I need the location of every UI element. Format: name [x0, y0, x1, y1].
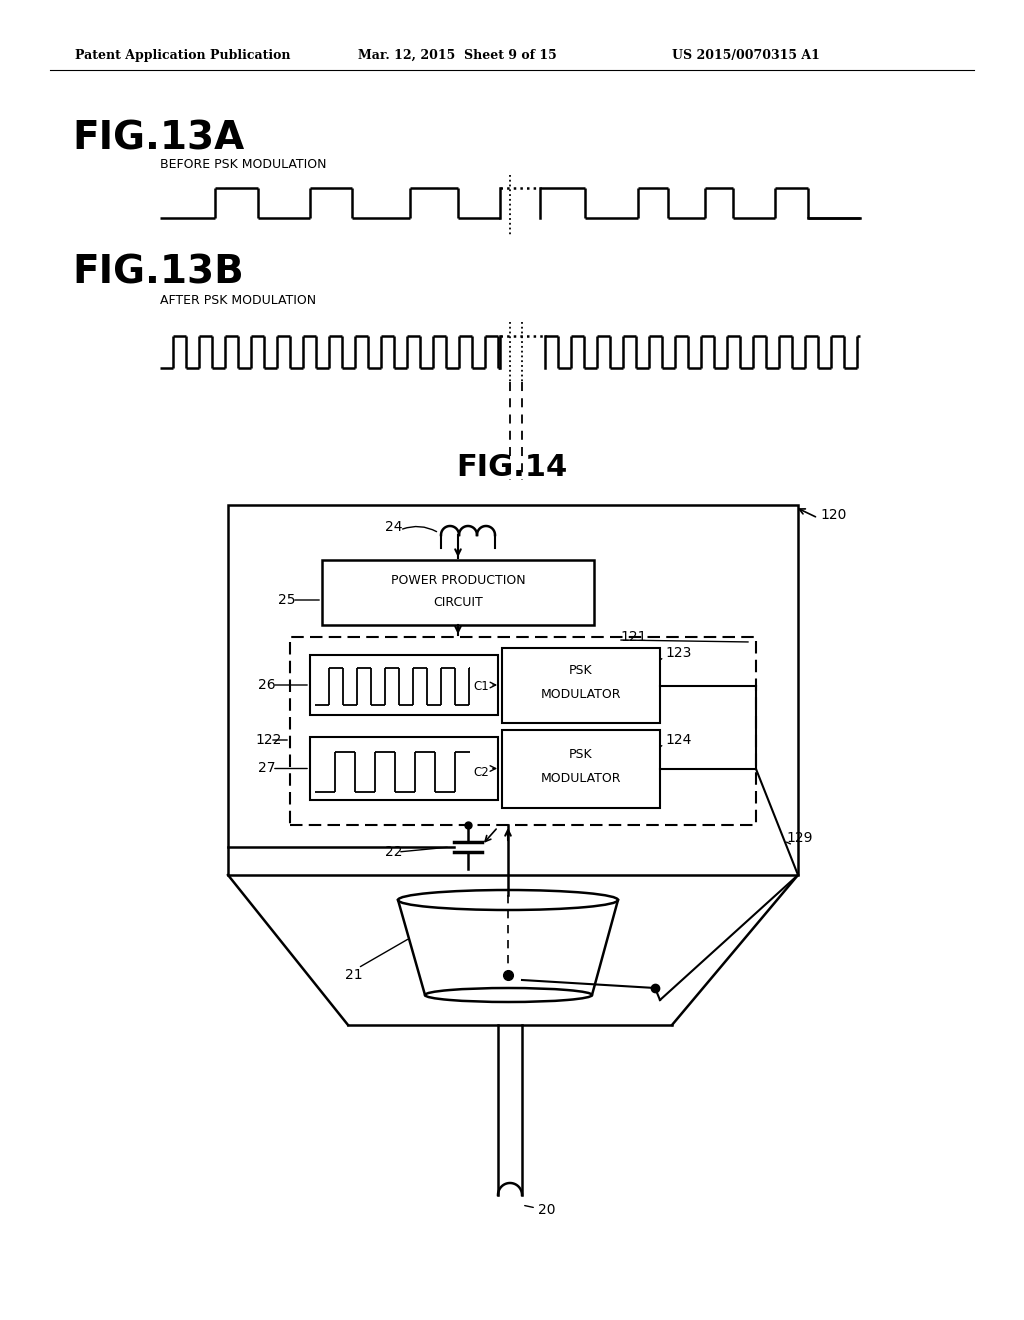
Text: FIG.13B: FIG.13B	[72, 253, 244, 290]
Text: 24: 24	[385, 520, 402, 535]
Bar	[290, 638, 756, 825]
Text: 21: 21	[345, 968, 362, 982]
Text: 120: 120	[820, 508, 847, 521]
Bar	[310, 655, 498, 715]
Text: 25: 25	[278, 593, 296, 607]
Text: PSK: PSK	[569, 664, 593, 676]
Text: C1: C1	[473, 680, 488, 693]
Text: C2: C2	[473, 766, 488, 779]
Text: 27: 27	[258, 762, 275, 776]
Text: 124: 124	[665, 733, 691, 747]
Bar	[502, 730, 660, 808]
Text: FIG.13A: FIG.13A	[72, 119, 245, 157]
Text: BEFORE PSK MODULATION: BEFORE PSK MODULATION	[160, 158, 327, 172]
Text: 22: 22	[385, 845, 402, 859]
Text: FIG.14: FIG.14	[457, 454, 567, 483]
Text: 26: 26	[258, 678, 275, 692]
Text: MODULATOR: MODULATOR	[541, 772, 622, 785]
Text: CIRCUIT: CIRCUIT	[433, 595, 483, 609]
Text: Patent Application Publication: Patent Application Publication	[75, 49, 291, 62]
Text: US 2015/0070315 A1: US 2015/0070315 A1	[672, 49, 820, 62]
Text: POWER PRODUCTION: POWER PRODUCTION	[391, 573, 525, 586]
Text: 122: 122	[255, 733, 282, 747]
Text: Mar. 12, 2015  Sheet 9 of 15: Mar. 12, 2015 Sheet 9 of 15	[358, 49, 557, 62]
Text: 20: 20	[538, 1203, 555, 1217]
Bar	[322, 560, 594, 624]
Text: 121: 121	[620, 630, 646, 644]
Bar	[310, 737, 498, 800]
Text: PSK: PSK	[569, 747, 593, 760]
Text: AFTER PSK MODULATION: AFTER PSK MODULATION	[160, 293, 316, 306]
Bar	[502, 648, 660, 723]
Text: MODULATOR: MODULATOR	[541, 689, 622, 701]
Bar	[228, 506, 798, 875]
Text: 129: 129	[786, 832, 812, 845]
Text: 123: 123	[665, 645, 691, 660]
